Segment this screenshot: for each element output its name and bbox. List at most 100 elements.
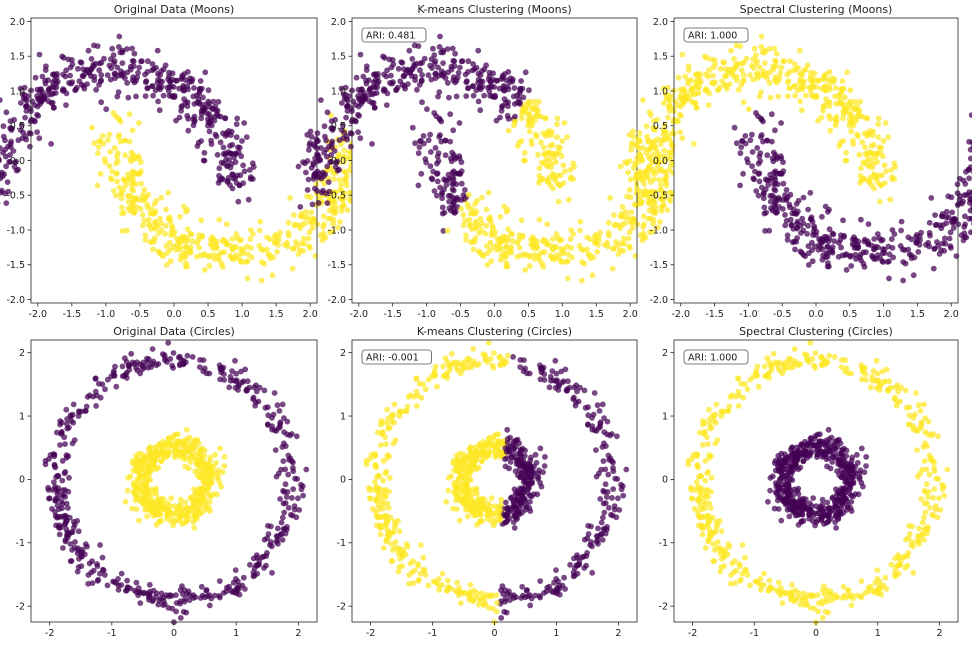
data-point xyxy=(564,275,571,282)
data-point xyxy=(857,98,863,105)
data-point xyxy=(805,222,811,229)
data-point xyxy=(189,238,196,245)
data-point xyxy=(958,232,965,239)
data-point xyxy=(568,227,575,233)
data-point xyxy=(195,461,202,468)
data-point xyxy=(799,215,806,222)
data-point xyxy=(758,134,764,140)
data-point xyxy=(355,129,361,136)
data-point xyxy=(272,447,279,453)
data-point xyxy=(120,70,127,77)
data-point xyxy=(318,97,324,103)
data-point xyxy=(764,152,771,159)
data-point xyxy=(875,121,882,128)
data-point xyxy=(119,228,126,234)
data-point xyxy=(521,157,527,164)
data-point xyxy=(625,169,631,176)
data-point xyxy=(537,177,543,183)
data-point xyxy=(771,194,777,201)
data-point xyxy=(478,227,485,234)
data-point xyxy=(355,111,361,118)
data-point xyxy=(913,232,920,238)
data-point xyxy=(772,176,779,183)
data-point xyxy=(34,111,40,118)
data-point xyxy=(677,129,683,136)
data-point xyxy=(787,85,793,91)
data-point xyxy=(440,60,446,66)
data-point xyxy=(753,52,759,59)
panel-moons-kmeans: K-means Clustering (Moons)-2.0 -1.5 -1.0 -0… xyxy=(295,3,699,320)
data-point xyxy=(437,184,443,191)
data-point xyxy=(610,246,617,252)
data-point xyxy=(691,141,697,147)
data-point xyxy=(439,570,446,577)
data-point xyxy=(186,434,193,441)
data-point xyxy=(791,83,798,89)
data-point xyxy=(229,171,236,178)
data-point xyxy=(184,504,191,511)
data-point xyxy=(10,148,17,154)
data-point xyxy=(837,236,844,243)
data-point xyxy=(146,222,153,229)
data-point xyxy=(203,370,210,377)
data-point xyxy=(865,240,872,247)
data-point xyxy=(169,362,176,369)
data-point xyxy=(151,201,158,207)
data-point xyxy=(129,186,135,193)
data-point xyxy=(553,244,560,251)
data-point xyxy=(749,149,756,155)
data-point xyxy=(19,91,26,97)
data-point xyxy=(289,265,296,272)
data-point xyxy=(553,370,560,377)
data-point xyxy=(469,83,476,89)
data-point xyxy=(554,134,560,141)
data-point xyxy=(206,128,213,135)
data-point xyxy=(13,167,20,174)
data-point xyxy=(393,87,399,94)
data-point xyxy=(315,200,322,206)
data-point xyxy=(427,131,433,138)
data-point xyxy=(222,132,229,139)
data-point xyxy=(548,377,554,384)
data-point xyxy=(51,479,57,485)
data-point xyxy=(123,182,129,188)
data-point xyxy=(447,111,454,118)
data-point xyxy=(384,90,391,97)
data-point xyxy=(568,176,574,182)
data-point xyxy=(6,159,12,165)
data-point xyxy=(285,504,292,511)
data-point xyxy=(366,86,373,93)
data-point xyxy=(130,480,137,486)
data-point xyxy=(162,62,169,69)
data-point xyxy=(384,454,391,461)
data-point xyxy=(422,386,429,393)
y-tick-label: -1.0 xyxy=(649,225,668,236)
data-point xyxy=(226,384,233,391)
data-point xyxy=(862,151,869,157)
data-point xyxy=(104,582,111,589)
data-point xyxy=(348,143,354,150)
data-point xyxy=(238,250,245,256)
data-point xyxy=(379,430,386,436)
data-point xyxy=(807,189,814,196)
data-point xyxy=(797,98,804,105)
data-point xyxy=(546,156,553,163)
data-point xyxy=(809,247,815,254)
y-tick-label: -1 xyxy=(16,538,25,549)
data-point xyxy=(579,277,585,284)
data-point xyxy=(418,77,425,84)
data-point xyxy=(756,170,763,177)
data-point xyxy=(182,595,189,602)
data-point xyxy=(177,615,184,621)
data-point xyxy=(451,204,457,211)
data-point xyxy=(338,187,345,194)
data-point xyxy=(277,423,283,430)
data-point xyxy=(436,586,443,593)
data-point xyxy=(754,58,760,64)
data-point xyxy=(151,220,158,227)
data-point xyxy=(149,83,156,89)
data-point xyxy=(245,196,252,203)
data-point xyxy=(521,149,528,156)
data-point xyxy=(942,240,949,247)
data-point xyxy=(430,168,437,175)
